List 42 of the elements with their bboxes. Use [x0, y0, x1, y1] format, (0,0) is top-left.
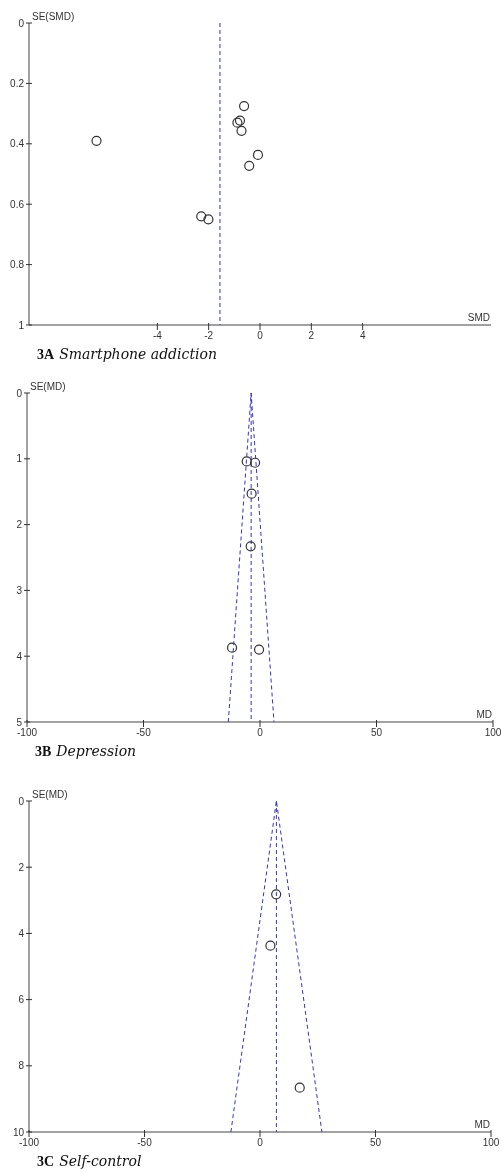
- y-tick-label: 4: [16, 650, 23, 662]
- x-tick-label: -100: [16, 727, 38, 738]
- y-tick-label: 0: [18, 795, 25, 807]
- y-axis-title: SE(MD): [32, 789, 68, 800]
- x-tick-label: 50: [370, 727, 383, 738]
- y-tick-label: 0.2: [10, 77, 25, 89]
- x-tick-label: 50: [369, 1137, 382, 1148]
- x-tick-label: 0: [257, 330, 264, 341]
- text: 3C Self-control: [37, 1153, 142, 1169]
- y-tick-label: 2: [16, 519, 23, 531]
- y-tick-label: 0: [16, 387, 23, 399]
- x-axis-title: MD: [476, 709, 492, 720]
- y-tick-label: 10: [12, 1126, 25, 1138]
- y-tick-label: 1: [18, 319, 25, 331]
- y-tick-label: 3: [16, 584, 23, 596]
- y-tick-label: 0.4: [10, 138, 25, 150]
- x-tick-label: -50: [137, 1137, 153, 1148]
- y-tick-label: 0: [18, 17, 25, 29]
- x-tick-label: 0: [257, 727, 264, 738]
- y-tick-label: 4: [18, 927, 25, 939]
- x-tick-label: 100: [482, 1137, 500, 1148]
- x-axis-title: SMD: [467, 312, 490, 323]
- x-tick-label: -4: [152, 330, 163, 341]
- y-tick-label: 1: [16, 453, 23, 465]
- x-tick-label: -100: [18, 1137, 40, 1148]
- y-tick-label: 0.8: [10, 259, 25, 271]
- y-tick-label: 6: [18, 994, 25, 1006]
- y-tick-label: 0.6: [10, 198, 25, 210]
- y-axis-title: SE(MD): [30, 381, 66, 392]
- x-tick-label: 4: [359, 330, 366, 341]
- x-tick-label: 2: [308, 330, 315, 341]
- x-tick-label: 100: [484, 727, 502, 738]
- x-tick-label: 0: [257, 1137, 264, 1148]
- y-tick-label: 2: [18, 861, 25, 873]
- x-tick-label: -2: [204, 330, 214, 341]
- text: 3A Smartphone addiction: [37, 346, 217, 362]
- y-axis-title: SE(SMD): [32, 11, 75, 22]
- x-tick-label: -50: [136, 727, 152, 738]
- y-tick-label: 5: [16, 716, 23, 728]
- x-axis-title: MD: [474, 1119, 490, 1130]
- y-tick-label: 8: [18, 1060, 25, 1072]
- text: 3B Depression: [35, 743, 137, 759]
